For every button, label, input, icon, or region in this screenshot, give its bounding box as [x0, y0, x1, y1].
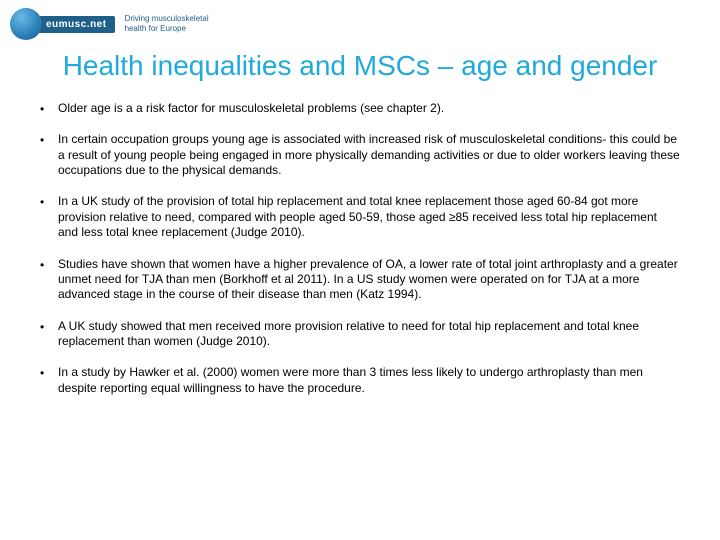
bullet-icon: • [40, 101, 58, 116]
bullet-text: In a study by Hawker et al. (2000) women… [58, 365, 680, 396]
bullet-text: A UK study showed that men received more… [58, 319, 680, 350]
list-item: • In a UK study of the provision of tota… [40, 194, 680, 240]
logo-tagline-line2: health for Europe [125, 24, 209, 34]
list-item: • Older age is a a risk factor for muscu… [40, 101, 680, 116]
logo-tagline-line1: Driving musculoskeletal [125, 14, 209, 24]
logo-brand-text: eumusc.net [32, 16, 115, 33]
bullet-icon: • [40, 257, 58, 272]
logo-area: eumusc.net Driving musculoskeletal healt… [10, 8, 209, 40]
bullet-icon: • [40, 319, 58, 334]
bullet-text: Older age is a a risk factor for musculo… [58, 101, 680, 116]
bullet-text: Studies have shown that women have a hig… [58, 257, 680, 303]
list-item: • In certain occupation groups young age… [40, 132, 680, 178]
list-item: • Studies have shown that women have a h… [40, 257, 680, 303]
bullet-icon: • [40, 365, 58, 380]
bullet-icon: • [40, 194, 58, 209]
logo-mark: eumusc.net [10, 8, 115, 40]
bullet-list: • Older age is a a risk factor for muscu… [0, 101, 720, 396]
list-item: • A UK study showed that men received mo… [40, 319, 680, 350]
bullet-text: In certain occupation groups young age i… [58, 132, 680, 178]
bullet-text: In a UK study of the provision of total … [58, 194, 680, 240]
bullet-icon: • [40, 132, 58, 147]
logo-tagline: Driving musculoskeletal health for Europ… [125, 14, 209, 33]
list-item: • In a study by Hawker et al. (2000) wom… [40, 365, 680, 396]
logo-globe-icon [10, 8, 42, 40]
